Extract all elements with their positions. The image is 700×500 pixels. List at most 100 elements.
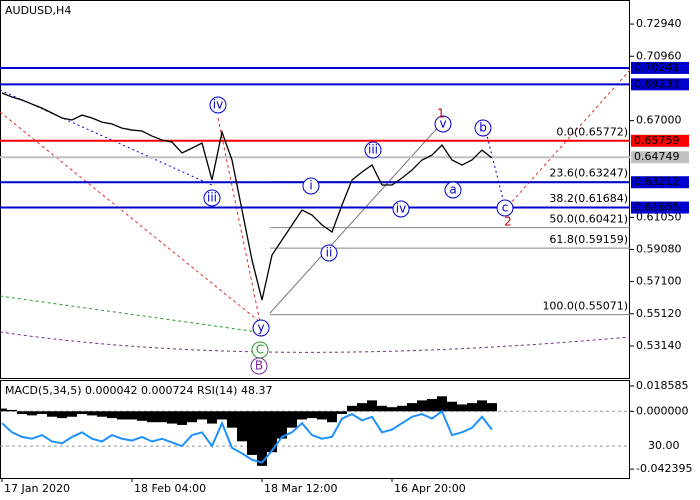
- fib-label: 38.2(0.61684): [549, 192, 628, 205]
- level-box: [631, 78, 689, 91]
- fib-label: 50.0(0.60421): [549, 213, 628, 226]
- wave-label: i: [309, 179, 312, 193]
- level-box: [631, 176, 689, 189]
- macd-bar: [47, 411, 57, 417]
- wave-marker: [320, 244, 338, 262]
- fib-label: 0.0(0.65772): [556, 126, 628, 139]
- macd-bar: [467, 403, 477, 412]
- y-tick-label: 0.018585: [636, 379, 689, 392]
- macd-bar: [97, 411, 107, 417]
- macd-bar: [87, 411, 97, 416]
- macd-bar: [17, 411, 27, 415]
- level-label: 0.63212: [634, 175, 680, 188]
- wave-label: b: [479, 121, 487, 135]
- macd-bar: [77, 411, 87, 415]
- wave-marker: [250, 357, 268, 375]
- level-label: 0.61655: [634, 201, 680, 214]
- macd-bar: [207, 411, 217, 424]
- wave-marker: [252, 319, 270, 337]
- level-box: [631, 201, 689, 214]
- wave-label: ii: [326, 246, 333, 260]
- macd-bar: [377, 405, 387, 412]
- macd-bar: [277, 411, 287, 439]
- wave-label: iv: [396, 202, 406, 216]
- level-box: [631, 151, 689, 164]
- wave-label: B: [255, 359, 263, 373]
- macd-bar: [307, 411, 317, 419]
- y-tick-label: 0.53140: [636, 339, 682, 352]
- macd-bar: [347, 405, 357, 412]
- indicator-title: MACD(5,34,5) 0.000042 0.000724 RSI(14) 4…: [5, 384, 272, 397]
- macd-bar: [187, 411, 197, 423]
- main-frame: [0, 0, 630, 379]
- macd-bar: [337, 411, 347, 415]
- y-tick-label: 0.67000: [636, 114, 682, 127]
- macd-bar: [197, 411, 207, 420]
- y-tick-label: 0.59080: [636, 242, 682, 255]
- macd-bar: [367, 400, 377, 412]
- trend-line: [0, 331, 631, 353]
- macd-bar: [147, 411, 157, 423]
- macd-bar: [0, 408, 7, 412]
- macd-bar: [397, 405, 407, 412]
- annotations: [0, 69, 631, 353]
- fib-label: 61.8(0.59159): [549, 233, 628, 246]
- macd-bar: [437, 396, 447, 412]
- wave-label: iii: [368, 143, 378, 157]
- y-tick-label: 0.55120: [636, 307, 682, 320]
- macd-bar: [167, 411, 177, 424]
- y-tick-label: 0.000000: [636, 404, 689, 417]
- macd-bar: [247, 411, 257, 455]
- level-box: [631, 134, 689, 147]
- trend-line: [217, 117, 261, 323]
- wave-marker: [203, 189, 221, 207]
- macd-bar: [237, 411, 247, 442]
- level-label: 0.65759: [634, 134, 680, 147]
- macd-bar: [477, 400, 487, 412]
- wave-marker: [392, 200, 410, 218]
- macd-bar: [117, 411, 127, 420]
- macd-bar: [157, 411, 167, 423]
- macd-bar: [317, 411, 327, 420]
- wave-marker: [364, 141, 382, 159]
- macd-bar: [57, 411, 67, 419]
- macd-bar: [227, 411, 237, 428]
- trend-line: [0, 111, 261, 323]
- chart-title: AUDUSD,H4: [5, 4, 71, 17]
- y-tick-label: 0.61050: [636, 210, 682, 223]
- macd-bar: [177, 411, 187, 425]
- wave-marker: [434, 115, 452, 133]
- level-label: 0.70241: [634, 61, 680, 74]
- macd-bar: [287, 411, 297, 428]
- wave-label: iv: [213, 98, 223, 112]
- x-tick-label: 17 Jan 2020: [4, 482, 70, 495]
- y2-tick-label: 30.00: [648, 439, 680, 452]
- y-tick-label: 0.72940: [636, 17, 682, 30]
- macd-bar: [257, 411, 267, 466]
- wave-label: C: [256, 343, 264, 357]
- fib-label: 100.0(0.55071): [542, 300, 628, 313]
- macd-bar: [127, 411, 137, 420]
- macd-bar: [7, 409, 17, 412]
- wave-marker: [496, 199, 514, 217]
- y-tick-label: -0.042395: [636, 462, 692, 475]
- level-label: 0.69233: [634, 77, 680, 90]
- wave-label: 1: [437, 107, 445, 121]
- macd-bar: [67, 411, 77, 417]
- wave-label: c: [502, 201, 509, 215]
- wave-label: 2: [504, 215, 512, 229]
- wave-marker: [302, 177, 320, 195]
- macd-bar: [27, 411, 37, 416]
- x-tick-label: 18 Mar 12:00: [264, 482, 337, 495]
- wave-marker: [474, 119, 492, 137]
- macd-bar: [417, 400, 427, 412]
- trend-line: [485, 131, 505, 204]
- macd-bar: [427, 399, 437, 412]
- rsi-line: [1, 409, 493, 464]
- macd-bar: [267, 411, 277, 453]
- y-tick-label: 0.57100: [636, 275, 682, 288]
- level-label: 0.64749: [634, 150, 680, 163]
- macd-bar: [107, 411, 117, 419]
- x-tick-label: 16 Apr 20:00: [394, 482, 466, 495]
